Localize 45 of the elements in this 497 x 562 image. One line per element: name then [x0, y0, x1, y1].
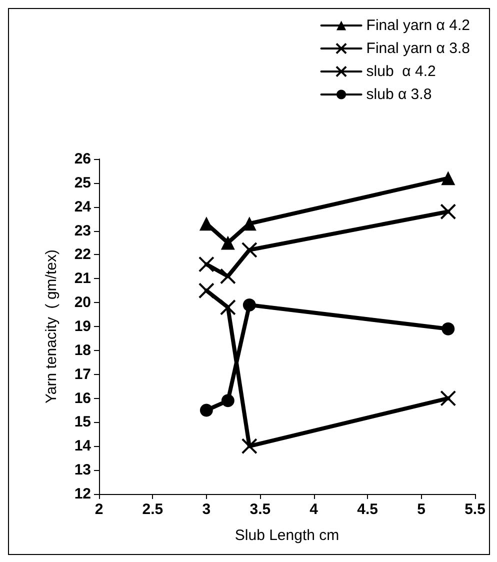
x-tick-label: 5.5 — [464, 501, 486, 518]
x-tick-label: 3.5 — [250, 501, 271, 518]
point — [241, 438, 258, 454]
x-tick-label: 3 — [202, 501, 211, 518]
point — [220, 236, 235, 250]
y-tick-label: 14 — [74, 438, 92, 455]
point — [199, 216, 214, 231]
legend-label: slub α 3.8 — [366, 86, 432, 103]
y-tick-label: 20 — [74, 294, 91, 312]
point — [242, 298, 256, 312]
y-tick-label: 15 — [74, 414, 91, 431]
y-tick-label: 22 — [74, 246, 91, 264]
point — [441, 171, 456, 186]
point — [241, 242, 258, 258]
x-tick-label: 4 — [310, 501, 319, 518]
y-tick-label: 21 — [74, 270, 91, 288]
point — [442, 322, 455, 336]
point — [220, 299, 236, 316]
x-tick-label: 2.5 — [142, 501, 164, 518]
x-axis-title: Slub Length cm — [234, 527, 340, 544]
point — [440, 390, 456, 406]
y-tick-label: 13 — [74, 462, 91, 479]
x-tick-label: 4.5 — [357, 501, 378, 518]
y-tick-label: 16 — [74, 390, 91, 407]
point — [242, 216, 256, 231]
y-tick-label: 25 — [74, 174, 91, 192]
legend-label: Final yarn α 3.8 — [366, 40, 470, 57]
legend-label: slub α 4.2 — [366, 63, 436, 80]
y-tick-label: 26 — [74, 150, 91, 168]
legend-label: Final yarn α 4.2 — [366, 17, 470, 34]
point — [198, 256, 214, 272]
y-tick-label: 23 — [74, 222, 91, 240]
x-tick-label: 2 — [94, 501, 104, 518]
y-tick-label: 19 — [74, 318, 91, 335]
x-tick-label: 5 — [417, 501, 426, 518]
y-tick-label: 18 — [74, 342, 91, 359]
point — [221, 394, 234, 408]
point — [198, 282, 214, 299]
y-axis-title: Yarn tenacity ( gm/tex) — [43, 250, 60, 404]
point — [440, 204, 456, 220]
point — [200, 404, 213, 417]
point — [220, 268, 236, 284]
y-tick-label: 12 — [74, 486, 91, 502]
y-tick-label: 17 — [74, 366, 91, 383]
y-tick-label: 24 — [74, 198, 92, 216]
